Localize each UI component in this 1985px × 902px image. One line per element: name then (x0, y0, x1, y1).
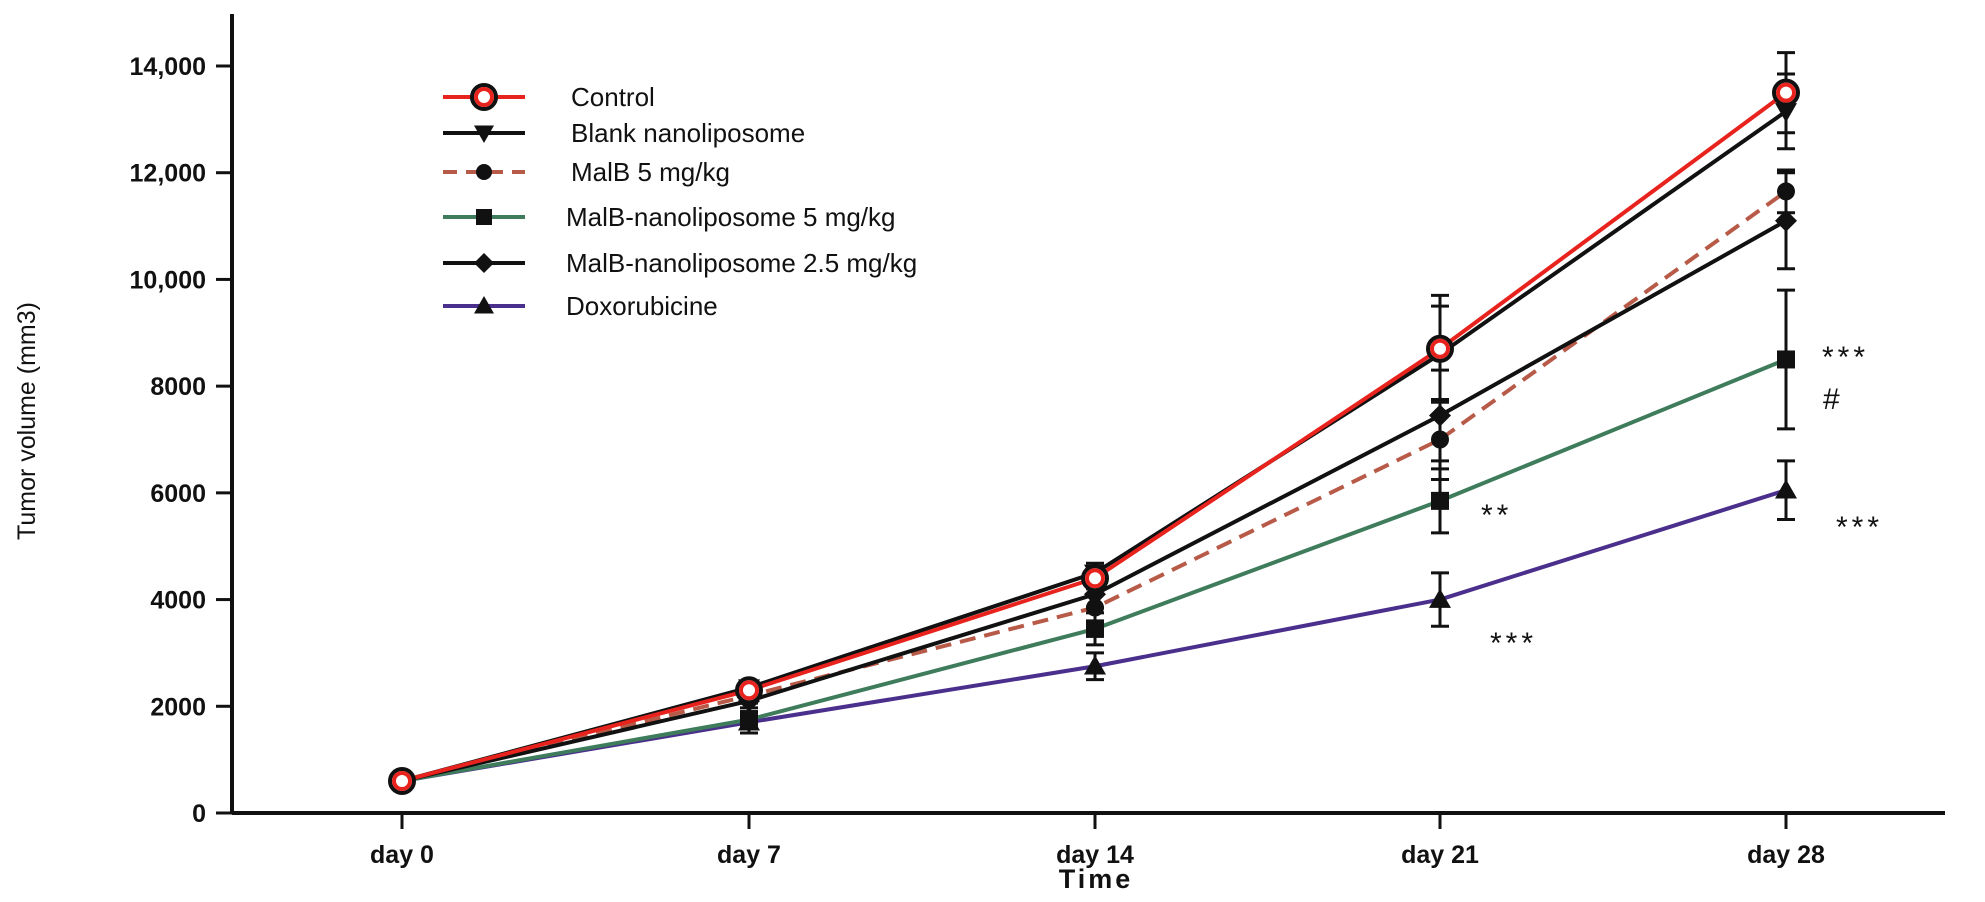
data-point (476, 164, 492, 180)
series-malb-nanoliposome-5-mg-kg (393, 288, 1795, 790)
data-point (1429, 404, 1451, 427)
legend-item: Control (443, 82, 655, 112)
x-tick-label: day 21 (1401, 841, 1479, 869)
data-point (1775, 479, 1797, 499)
significance-marker: # (1823, 383, 1844, 416)
y-axis-title: Tumor volume (mm3) (13, 302, 41, 540)
data-point (1777, 350, 1795, 369)
series-layer (388, 51, 1800, 795)
legend-item: MalB 5 mg/kg (443, 157, 730, 187)
x-tick-label: day 28 (1747, 841, 1825, 869)
y-tick-label: 8000 (150, 373, 206, 401)
data-point-ring (1085, 568, 1105, 589)
data-point (740, 710, 758, 729)
y-tick-label: 2000 (150, 693, 206, 721)
data-point (1429, 588, 1451, 608)
significance-marker: ** (1481, 499, 1512, 532)
data-point (1775, 209, 1797, 232)
legend-label: Control (571, 82, 655, 112)
data-point (474, 296, 494, 314)
data-point-ring (392, 770, 412, 791)
legend-label: MalB-nanoliposome 2.5 mg/kg (566, 248, 917, 278)
series-line (401, 189, 1788, 783)
significance-marker: *** (1822, 341, 1869, 374)
y-tick-label: 4000 (150, 587, 206, 615)
data-point-ring (739, 680, 759, 701)
x-axis-title: Time (1059, 864, 1134, 894)
legend-label: MalB 5 mg/kg (571, 157, 730, 187)
data-point (1431, 491, 1449, 510)
legend-item: Doxorubicine (443, 291, 718, 321)
data-point (476, 209, 492, 225)
data-point (1084, 655, 1106, 675)
x-tick-label: day 7 (717, 841, 781, 869)
data-point-ring (474, 87, 494, 107)
y-axis-ticks: 0 2000 4000 6000 8000 10,000 12,000 14,000 (130, 53, 232, 828)
significance-marker: *** (1490, 627, 1537, 660)
data-point (474, 253, 494, 273)
axes (230, 14, 1945, 815)
legend-label: Doxorubicine (566, 291, 718, 321)
legend-item: Blank nanoliposome (443, 118, 805, 148)
y-tick-label: 10,000 (130, 266, 206, 294)
data-point (1086, 619, 1104, 638)
data-point-ring (1776, 82, 1796, 103)
data-point (474, 125, 494, 143)
legend: Control Blank nanoliposome MalB 5 mg/kg Mal… (443, 82, 917, 321)
significance-annotations: ***#** ****** (1481, 341, 1883, 660)
x-axis-ticks: day 0 day 7 day 14 day 21 day 28 (370, 813, 1825, 869)
significance-marker: *** (1836, 511, 1883, 544)
y-tick-label: 12,000 (130, 160, 206, 188)
legend-label: Blank nanoliposome (571, 118, 805, 148)
legend-item: MalB-nanoliposome 2.5 mg/kg (443, 248, 917, 278)
legend-label: MalB-nanoliposome 5 mg/kg (566, 202, 896, 232)
data-point-ring (1430, 338, 1450, 359)
series-control (388, 51, 1800, 795)
y-tick-label: 14,000 (130, 53, 206, 81)
x-tick-label: day 14 (1056, 841, 1134, 869)
y-tick-label: 6000 (150, 480, 206, 508)
y-tick-label: 0 (192, 800, 206, 828)
x-tick-label: day 0 (370, 841, 434, 869)
legend-item: MalB-nanoliposome 5 mg/kg (443, 202, 896, 232)
